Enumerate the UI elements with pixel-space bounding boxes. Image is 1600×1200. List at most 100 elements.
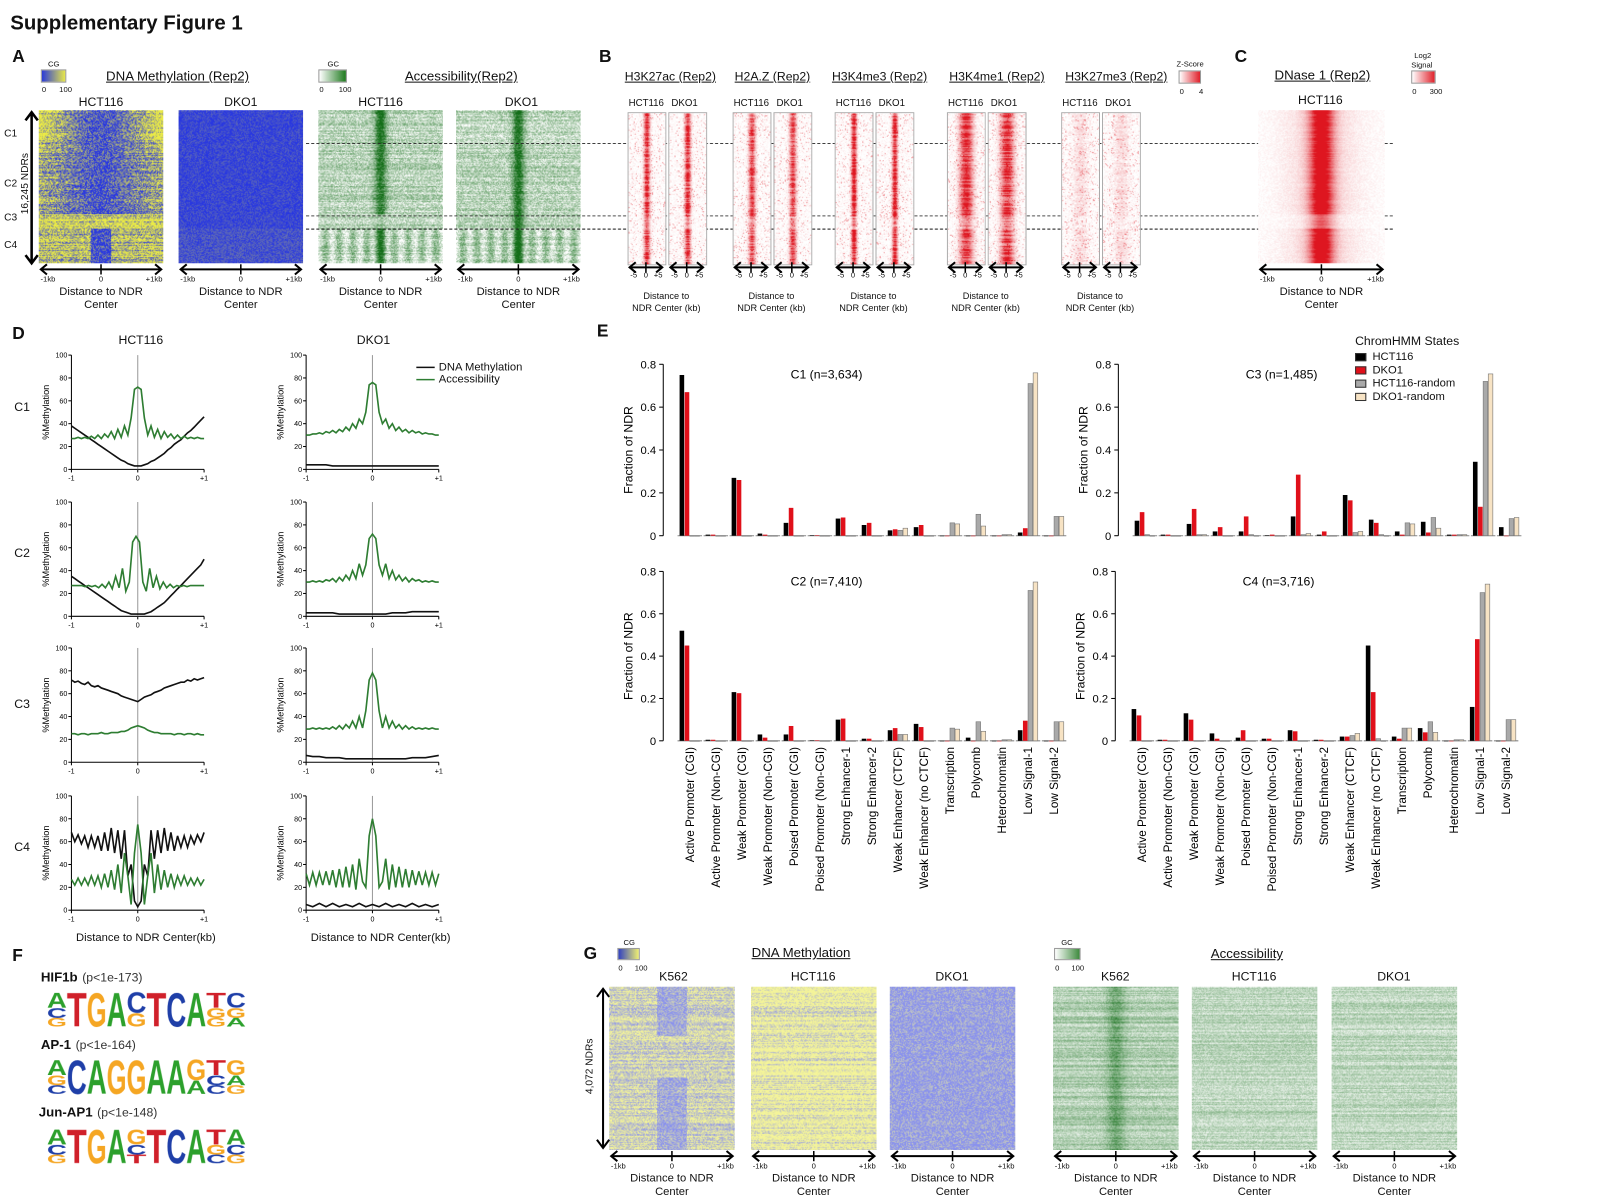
chip-heatmap	[1102, 112, 1141, 266]
x-axis-label: NDR Center (kb)	[1065, 303, 1135, 314]
category-label: Low Signal-2	[1500, 747, 1513, 815]
bar-dko1-random	[746, 740, 752, 742]
bar-dko1	[1048, 535, 1054, 537]
panel-c-letter: C	[1234, 46, 1248, 67]
y-axis-label: Fraction of NDR	[622, 612, 636, 700]
y-tick-label: 100	[290, 499, 302, 507]
y-axis-label: %Methylation	[276, 532, 286, 587]
bar-dko1	[1474, 639, 1480, 741]
y-tick-label: 20	[59, 443, 67, 451]
distance-arrow	[627, 261, 664, 274]
distance-arrow	[1053, 1150, 1179, 1162]
g-accessibility-heatmap-dko1	[1331, 986, 1458, 1150]
tick-label: +1kb	[563, 274, 580, 284]
x-tick-label: -1	[68, 622, 74, 630]
dnase-heatmap	[1258, 110, 1385, 264]
bar-dko1-random	[824, 535, 830, 537]
bar-hct116	[1391, 736, 1397, 741]
bar-hct116	[731, 692, 737, 741]
cluster-label: C3	[14, 696, 30, 712]
y-tick-label: 40	[294, 861, 302, 869]
bar-hct116-random	[1167, 740, 1173, 742]
bar-dko1	[1504, 535, 1509, 537]
sample-label: HCT116	[790, 969, 836, 984]
g-rows-arrow	[596, 987, 610, 1150]
bar-dko1-random	[1032, 581, 1039, 742]
x-tick-label: 0	[370, 767, 374, 775]
bar-dko1-random	[1406, 727, 1413, 742]
y-tick-label: 0.4	[641, 651, 657, 663]
y-tick-label: 0.4	[1093, 651, 1109, 663]
x-axis-label: Distance to NDR	[59, 285, 143, 298]
y-tick-label: 80	[59, 815, 67, 823]
bar-hct116	[1342, 494, 1348, 536]
tick-label: 0	[516, 274, 521, 284]
bar-dko1-random	[720, 535, 726, 537]
distance-arrow	[1332, 1150, 1457, 1162]
y-tick-label: 100	[55, 499, 67, 507]
tick-label: -1kb	[1193, 1161, 1209, 1171]
bar-hct116	[757, 533, 763, 536]
distance-arrow	[890, 1150, 1015, 1162]
category-label: Active Promoter (CGI)	[1136, 747, 1149, 862]
x-axis-label: Center	[501, 298, 536, 312]
chart-title: C4 (n=3,716)	[1243, 575, 1315, 589]
bar-dko1-random	[720, 740, 726, 742]
tick-label: -5	[630, 270, 638, 280]
bar-dko1-random	[980, 730, 987, 742]
y-tick-label: 60	[294, 838, 302, 846]
tick-label: -5	[878, 270, 886, 280]
tick-label: 0	[1118, 270, 1123, 280]
bar-dko1	[1269, 534, 1275, 536]
sample-label: HCT116	[1298, 92, 1343, 108]
bar-dko1	[814, 740, 820, 741]
y-tick-label: 0	[1105, 531, 1111, 543]
bar-hct116	[939, 535, 945, 537]
x-axis-label: Distance to NDR	[630, 1172, 714, 1185]
meth-scale-max: 100	[59, 84, 72, 94]
tick-label: +5	[1087, 270, 1097, 280]
tick-label: 0	[950, 1161, 955, 1171]
bar-dko1-random	[1328, 740, 1334, 742]
tick-label: +1kb	[1367, 274, 1384, 284]
bar-hct116-random	[715, 535, 721, 537]
bar-dko1	[918, 524, 924, 536]
bar-dko1	[1266, 738, 1272, 741]
bar-hct116-random	[1508, 518, 1515, 537]
distance-arrow	[875, 261, 912, 274]
bar-hct116	[835, 719, 841, 741]
chip-heatmap	[773, 112, 813, 266]
bar-hct116	[1183, 713, 1189, 741]
y-tick-label: 100	[290, 792, 302, 800]
bar-dko1	[918, 727, 924, 741]
bar-dko1	[1448, 740, 1454, 742]
sample-label: HCT116	[947, 97, 984, 110]
sample-label: HCT116	[1062, 97, 1098, 110]
g-methylation-heatmap-dko1	[889, 986, 1016, 1150]
x-axis-label: NDR Center (kb)	[839, 303, 908, 314]
bar-dko1-random	[954, 728, 960, 742]
bar-hct116	[1235, 737, 1241, 741]
tick-label: 0	[850, 270, 856, 280]
y-tick-label: 0.8	[641, 359, 657, 371]
bar-dko1-random	[772, 535, 778, 537]
x-axis-label: Center	[1377, 1185, 1412, 1198]
x-tick-label: +1	[435, 767, 443, 775]
panel-a-letter: A	[12, 46, 25, 67]
bar-hct116-random	[1248, 534, 1254, 537]
bar-hct116-random	[949, 727, 955, 742]
distance-arrow	[39, 263, 163, 276]
x-tick-label: +1	[200, 475, 208, 483]
bar-dko1-random	[1484, 583, 1491, 742]
tick-label: +5	[860, 270, 870, 280]
bar-hct116-random	[1027, 383, 1033, 537]
bar-dko1	[944, 535, 950, 537]
y-tick-label: 0	[298, 613, 302, 621]
bar-hct116-random	[741, 535, 747, 537]
bar-dko1-random	[1198, 740, 1204, 742]
bar-hct116	[991, 740, 997, 742]
y-tick-label: 20	[59, 884, 67, 892]
bar-hct116	[1209, 733, 1215, 741]
cluster-label: C1	[14, 399, 30, 415]
